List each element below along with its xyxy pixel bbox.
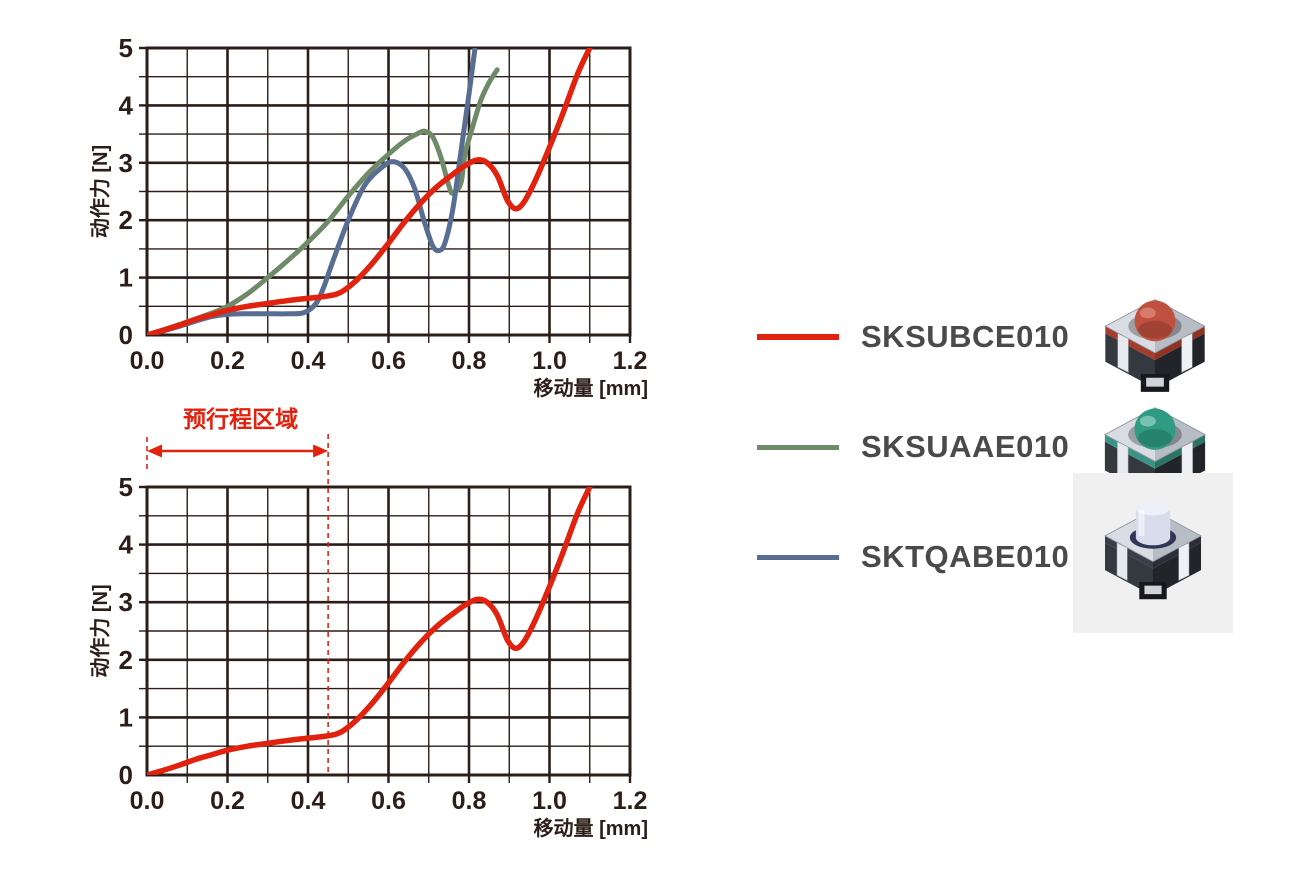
product-image-sksuaae010 bbox=[1085, 397, 1225, 508]
switch-illustration-white bbox=[1104, 501, 1202, 600]
y-tick-label: 1 bbox=[119, 702, 133, 732]
y-tick-label: 4 bbox=[119, 530, 134, 560]
switch-clip-left bbox=[1117, 332, 1129, 373]
x-tick-label: 0.8 bbox=[452, 787, 487, 815]
x-tick-label: 0.6 bbox=[371, 347, 406, 375]
legend-item-sksuaae010: SKSUAAE010 bbox=[757, 427, 1069, 467]
x-tick-label: 0.6 bbox=[371, 787, 406, 815]
pretravel-annotation: 预行程区域 bbox=[146, 406, 329, 775]
force-travel-chart-top: 0.0 0.2 0.4 0.6 0.8 1.0 1.2 0 1 2 3 4 5 移动量 [mm] 动作力 [… bbox=[88, 33, 648, 400]
x-axis-title: 移动量 [mm] bbox=[534, 377, 648, 400]
legend-item-sksubce010: SKSUBCE010 bbox=[757, 317, 1069, 357]
switch-illustration-red bbox=[1104, 299, 1206, 392]
legend-line-swatch-blue bbox=[757, 554, 839, 560]
x-tick-label: 0.4 bbox=[291, 787, 326, 815]
switch-plunger-highlight bbox=[1138, 510, 1145, 536]
switch-plunger-bottom bbox=[1135, 529, 1171, 546]
arrow-head-left bbox=[147, 444, 162, 458]
arrow-head-right bbox=[313, 444, 329, 458]
switch-plate-outline bbox=[1104, 509, 1202, 563]
product-image-sktqabe010 bbox=[1093, 494, 1213, 612]
plot-border bbox=[145, 46, 632, 337]
x-tick-label: 1.2 bbox=[613, 347, 648, 375]
y-tick-label: 3 bbox=[119, 587, 133, 617]
y-tick-label: 4 bbox=[119, 90, 134, 120]
x-tick-label: 1.0 bbox=[532, 347, 567, 375]
series-SKSUBCE010 bbox=[147, 48, 593, 335]
switch-plunger-top bbox=[1135, 501, 1171, 516]
switch-clip-left bbox=[1116, 542, 1128, 581]
force-travel-chart-bottom: 0.0 0.2 0.4 0.6 0.8 1.0 1.2 0 1 2 3 4 5 移动量 [mm] 动作力 [… bbox=[88, 406, 648, 840]
switch-plate-outline bbox=[1103, 407, 1207, 462]
legend-line-swatch-red bbox=[757, 334, 839, 340]
x-tick-label: 0.2 bbox=[210, 347, 245, 375]
legend-line-swatch-green bbox=[757, 444, 839, 450]
x-tick-label: 0.8 bbox=[452, 347, 487, 375]
y-tick-label: 0 bbox=[119, 760, 133, 790]
legend-label: SKSUBCE010 bbox=[861, 319, 1070, 354]
x-tick-label: 0.0 bbox=[130, 787, 165, 815]
x-tick-label: 1.0 bbox=[532, 787, 567, 815]
x-tick-label: 1.2 bbox=[613, 787, 648, 815]
legend-label: SKSUAAE010 bbox=[861, 429, 1070, 464]
plot-border bbox=[145, 485, 632, 777]
y-tick-label: 2 bbox=[119, 205, 133, 235]
x-tick-label: 0.0 bbox=[130, 347, 165, 375]
y-axis-title: 动作力 [N] bbox=[88, 145, 112, 238]
switch-clip-right bbox=[1181, 332, 1193, 373]
y-tick-label: 1 bbox=[119, 263, 133, 293]
y-axis-title: 动作力 [N] bbox=[88, 584, 112, 677]
x-tick-label: 0.4 bbox=[291, 347, 326, 375]
switch-terminal-pad bbox=[1146, 377, 1164, 387]
legend-label: SKTQABE010 bbox=[861, 539, 1070, 574]
legend-item-sktqabe010: SKTQABE010 bbox=[757, 537, 1069, 577]
y-tick-label: 5 bbox=[119, 472, 133, 502]
switch-terminal-pad bbox=[1144, 585, 1162, 595]
y-tick-label: 5 bbox=[119, 33, 133, 63]
product-image-sksubce010 bbox=[1088, 289, 1222, 399]
switch-plate-outline bbox=[1104, 299, 1206, 354]
legend: SKSUBCE010 SKSUAAE010 SKTQABE010 bbox=[757, 0, 1087, 640]
switch-dome-highlight bbox=[1139, 415, 1156, 427]
product-image-sktqabe010-background bbox=[1073, 473, 1233, 633]
x-axis-title: 移动量 [mm] bbox=[534, 817, 648, 840]
series-group bbox=[147, 48, 593, 335]
switch-clip-right bbox=[1178, 542, 1190, 581]
series-group bbox=[147, 487, 593, 775]
switch-illustration-green bbox=[1103, 407, 1207, 501]
x-tick-label: 0.2 bbox=[210, 787, 245, 815]
pretravel-label: 预行程区域 bbox=[183, 406, 298, 432]
switch-dome-shade bbox=[1137, 429, 1173, 448]
switch-dome-highlight bbox=[1139, 307, 1156, 319]
y-tick-label: 3 bbox=[119, 148, 133, 178]
switch-dome-shade bbox=[1138, 320, 1172, 339]
y-tick-label: 0 bbox=[119, 320, 133, 350]
y-tick-label: 2 bbox=[119, 645, 133, 675]
series-SKSUBCE010 bbox=[147, 487, 593, 775]
